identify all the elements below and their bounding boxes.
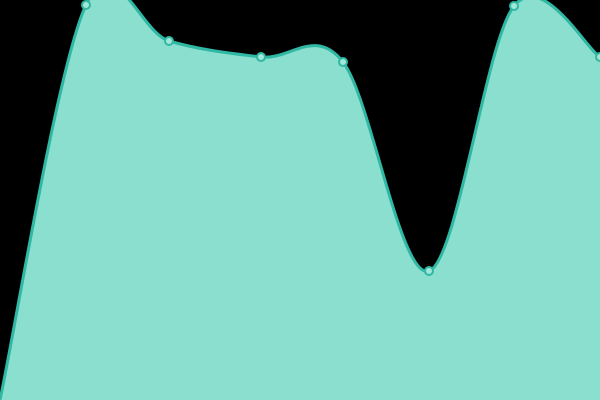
data-point-marker	[509, 1, 519, 11]
data-point-marker	[81, 0, 91, 10]
data-point-marker	[338, 57, 348, 67]
data-point-marker	[164, 36, 174, 46]
data-point-marker	[595, 52, 600, 62]
data-point-markers	[81, 0, 600, 276]
data-point-marker	[424, 266, 434, 276]
data-point-marker	[256, 52, 266, 62]
